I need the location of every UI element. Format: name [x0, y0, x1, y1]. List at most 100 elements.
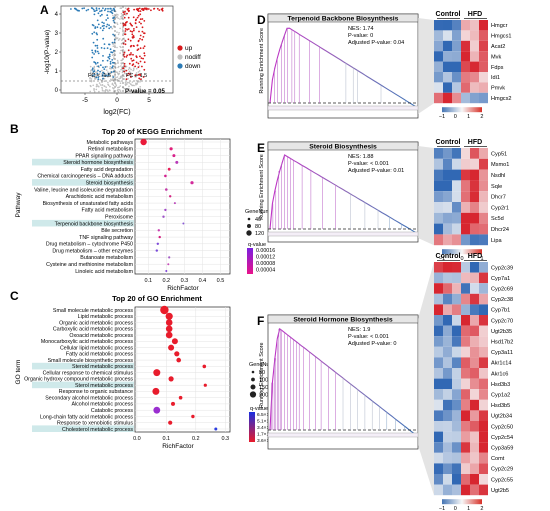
heatmap-cell: [479, 442, 488, 453]
heatmap-cell: [434, 442, 443, 453]
color-legend-labels: 6.5×10⁻¹⁰5.1×10⁻¹⁰3.4×10⁻¹⁰1.7×10⁻¹⁰3.6×…: [257, 412, 278, 444]
dot: [203, 383, 207, 387]
running-score-line: [269, 154, 417, 234]
up-point: [132, 59, 135, 62]
nodiff-point: [139, 81, 141, 83]
heatmap-cell: [434, 272, 443, 284]
dot: [172, 154, 176, 158]
down-point: [96, 44, 99, 47]
down-point: [107, 72, 110, 75]
heatmap-cell: [452, 234, 461, 246]
heatmap-cell: [434, 346, 443, 358]
dot: [152, 387, 160, 395]
nodiff-point: [117, 17, 119, 20]
heatmap-cell: [452, 315, 461, 326]
up-point: [124, 24, 127, 27]
dot: [169, 147, 173, 151]
up-point: [133, 8, 136, 11]
up-point: [129, 45, 132, 48]
heatmap-cell: [461, 223, 470, 235]
up-point: [137, 10, 140, 13]
nodiff-point: [137, 71, 140, 73]
down-point: [93, 73, 96, 76]
down-point: [96, 26, 99, 29]
nodiff-point: [132, 67, 135, 70]
chart-title: Terpenoid Backbone Biosynthesis: [288, 16, 399, 23]
up-point: [137, 39, 140, 42]
down-point: [81, 7, 84, 10]
down-point: [93, 10, 96, 13]
up-point: [123, 23, 126, 25]
dot: [160, 305, 169, 315]
nodiff-point: [98, 82, 101, 84]
heatmap-cell: [470, 378, 479, 390]
up-point: [128, 62, 131, 65]
term-label: Alcohol metabolic process: [71, 402, 133, 408]
nodiff-point: [107, 71, 109, 73]
down-point: [97, 65, 100, 68]
heatmap-cell: [443, 399, 452, 411]
dot: [158, 235, 161, 239]
nodiff-point: [123, 37, 125, 40]
heatmap-cell: [434, 262, 443, 273]
down-point: [94, 26, 97, 28]
dot: [167, 167, 171, 171]
heatmap-cell: [452, 357, 461, 368]
dot: [175, 160, 179, 164]
heatmap-cell: [470, 212, 479, 224]
nodiff-point: [132, 90, 134, 93]
gene-label: Cyp2c55: [491, 477, 513, 483]
gene-label: Hmgcr: [491, 23, 508, 29]
heatmap-cell: [479, 378, 488, 390]
y-axis-label: Running Enrichment Score: [259, 28, 265, 94]
y-tick-label: 1: [55, 69, 59, 75]
heatmap-cell: [470, 368, 479, 379]
heatmap-cell: [461, 368, 470, 379]
gene-label: Cyp7b1: [491, 308, 510, 314]
nodiff-point: [93, 68, 95, 71]
nodiff-point: [119, 85, 122, 87]
nodiff-point: [128, 81, 130, 84]
nodiff-point: [112, 53, 115, 56]
up-point: [123, 13, 126, 16]
dot: [168, 420, 173, 425]
down-point: [100, 9, 103, 12]
down-point: [102, 7, 104, 10]
nodiff-point: [120, 15, 123, 17]
heatmap-cell: [434, 283, 443, 294]
heatmap-cell: [443, 315, 452, 326]
down-point: [104, 74, 107, 77]
panel-f: F Steroid Hormone Biosynthesis Running Enr…: [257, 253, 513, 511]
up-point: [128, 53, 131, 56]
nodiff-point: [119, 45, 121, 48]
nodiff-point: [117, 66, 119, 69]
size-legend-dot: [250, 384, 256, 390]
gene-label: Comt: [491, 456, 505, 462]
adjusted-p-value: Adjusted P-value: 0.04: [348, 40, 404, 46]
up-point: [135, 8, 138, 11]
heatmap-cell: [443, 61, 452, 72]
nodiff-point: [115, 84, 118, 87]
color-scale-label: −1: [439, 256, 445, 262]
heatmap-cell: [461, 148, 470, 159]
down-point: [93, 31, 96, 34]
y-axis-label: -log10(P-value): [44, 30, 51, 74]
nodiff-point: [113, 69, 115, 71]
up-point: [138, 77, 141, 80]
nodiff-point: [116, 89, 119, 92]
term-label: Fatty acid metabolic process: [66, 352, 133, 358]
term-label: Peroxisome: [105, 215, 133, 221]
up-point: [126, 28, 129, 31]
up-point: [143, 61, 146, 64]
nodiff-point: [109, 71, 111, 74]
nodiff-point: [134, 76, 136, 78]
nodiff-point: [136, 67, 138, 70]
heatmap-cell: [452, 92, 461, 104]
heatmap-cell: [434, 40, 443, 52]
down-point: [111, 66, 113, 69]
down-point: [94, 51, 97, 53]
nodiff-point: [124, 12, 127, 14]
term-label: Drug metabolism – cytochrome P450: [46, 242, 133, 248]
color-scale-label: 0: [454, 506, 457, 511]
